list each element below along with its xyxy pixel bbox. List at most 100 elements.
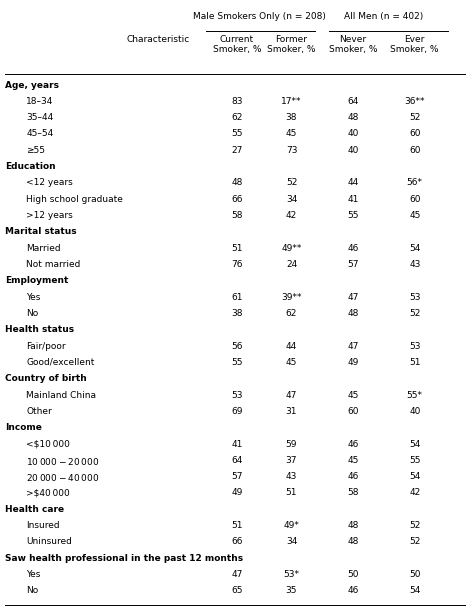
Text: 47: 47 (347, 293, 359, 302)
Text: Other: Other (26, 407, 52, 416)
Text: 49: 49 (347, 358, 359, 367)
Text: >12 years: >12 years (26, 211, 73, 220)
Text: 44: 44 (286, 342, 297, 351)
Text: 54: 54 (409, 472, 420, 481)
Text: 39**: 39** (281, 293, 302, 302)
Text: 47: 47 (286, 390, 297, 400)
Text: 46: 46 (347, 243, 359, 253)
Text: 45–54: 45–54 (26, 129, 53, 138)
Text: Male Smokers Only (n = 208): Male Smokers Only (n = 208) (193, 12, 326, 21)
Text: 51: 51 (286, 489, 297, 498)
Text: 27: 27 (231, 146, 243, 155)
Text: 57: 57 (231, 472, 243, 481)
Text: 43: 43 (409, 260, 420, 269)
Text: 42: 42 (409, 489, 420, 498)
Text: 48: 48 (347, 113, 359, 122)
Text: Good/excellent: Good/excellent (26, 358, 94, 367)
Text: 58: 58 (347, 489, 359, 498)
Text: 53*: 53* (283, 570, 300, 579)
Text: $20 000-$40 000: $20 000-$40 000 (26, 472, 100, 483)
Text: 59: 59 (286, 439, 297, 448)
Text: 37: 37 (286, 456, 297, 465)
Text: 56: 56 (231, 342, 243, 351)
Text: 45: 45 (286, 129, 297, 138)
Text: 34: 34 (286, 537, 297, 547)
Text: 41: 41 (347, 195, 359, 204)
Text: All Men (n = 402): All Men (n = 402) (344, 12, 424, 21)
Text: 64: 64 (231, 456, 243, 465)
Text: Health status: Health status (5, 325, 74, 334)
Text: 52: 52 (409, 309, 420, 318)
Text: Fair/poor: Fair/poor (26, 342, 66, 351)
Text: 46: 46 (347, 586, 359, 595)
Text: 34: 34 (286, 195, 297, 204)
Text: 55: 55 (231, 358, 243, 367)
Text: 54: 54 (409, 586, 420, 595)
Text: 35–44: 35–44 (26, 113, 53, 122)
Text: 65: 65 (231, 586, 243, 595)
Text: 60: 60 (409, 146, 420, 155)
Text: 42: 42 (286, 211, 297, 220)
Text: 48: 48 (347, 537, 359, 547)
Text: 62: 62 (286, 309, 297, 318)
Text: 49**: 49** (282, 243, 301, 253)
Text: 51: 51 (231, 243, 243, 253)
Text: 55: 55 (231, 129, 243, 138)
Text: 83: 83 (231, 97, 243, 106)
Text: Insured: Insured (26, 521, 60, 530)
Text: 60: 60 (347, 407, 359, 416)
Text: 24: 24 (286, 260, 297, 269)
Text: 51: 51 (409, 358, 420, 367)
Text: 38: 38 (231, 309, 243, 318)
Text: Marital status: Marital status (5, 228, 76, 237)
Text: 31: 31 (286, 407, 297, 416)
Text: 60: 60 (409, 129, 420, 138)
Text: <12 years: <12 years (26, 178, 73, 187)
Text: High school graduate: High school graduate (26, 195, 123, 204)
Text: 17**: 17** (281, 97, 302, 106)
Text: No: No (26, 309, 38, 318)
Text: 49*: 49* (283, 521, 300, 530)
Text: 18–34: 18–34 (26, 97, 54, 106)
Text: 69: 69 (231, 407, 243, 416)
Text: Uninsured: Uninsured (26, 537, 72, 547)
Text: Ever
Smoker, %: Ever Smoker, % (391, 35, 439, 54)
Text: 50: 50 (409, 570, 420, 579)
Text: Yes: Yes (26, 293, 40, 302)
Text: 41: 41 (231, 439, 243, 448)
Text: Country of birth: Country of birth (5, 374, 86, 383)
Text: 46: 46 (347, 472, 359, 481)
Text: 52: 52 (409, 537, 420, 547)
Text: >$40 000: >$40 000 (26, 489, 70, 498)
Text: ≥55: ≥55 (26, 146, 45, 155)
Text: Not married: Not married (26, 260, 81, 269)
Text: Education: Education (5, 162, 55, 171)
Text: 45: 45 (347, 456, 359, 465)
Text: 46: 46 (347, 439, 359, 448)
Text: 48: 48 (231, 178, 243, 187)
Text: 62: 62 (231, 113, 243, 122)
Text: 55: 55 (409, 456, 420, 465)
Text: 48: 48 (347, 309, 359, 318)
Text: 73: 73 (286, 146, 297, 155)
Text: 50: 50 (347, 570, 359, 579)
Text: 66: 66 (231, 195, 243, 204)
Text: 47: 47 (231, 570, 243, 579)
Text: 52: 52 (409, 113, 420, 122)
Text: 64: 64 (347, 97, 359, 106)
Text: Former
Smoker, %: Former Smoker, % (267, 35, 316, 54)
Text: 47: 47 (347, 342, 359, 351)
Text: 40: 40 (347, 129, 359, 138)
Text: <$10 000: <$10 000 (26, 439, 70, 448)
Text: Income: Income (5, 423, 42, 432)
Text: 35: 35 (286, 586, 297, 595)
Text: 52: 52 (286, 178, 297, 187)
Text: Current
Smoker, %: Current Smoker, % (213, 35, 261, 54)
Text: Married: Married (26, 243, 61, 253)
Text: 54: 54 (409, 243, 420, 253)
Text: Never
Smoker, %: Never Smoker, % (329, 35, 377, 54)
Text: 40: 40 (409, 407, 420, 416)
Text: Health care: Health care (5, 505, 64, 514)
Text: 60: 60 (409, 195, 420, 204)
Text: 45: 45 (347, 390, 359, 400)
